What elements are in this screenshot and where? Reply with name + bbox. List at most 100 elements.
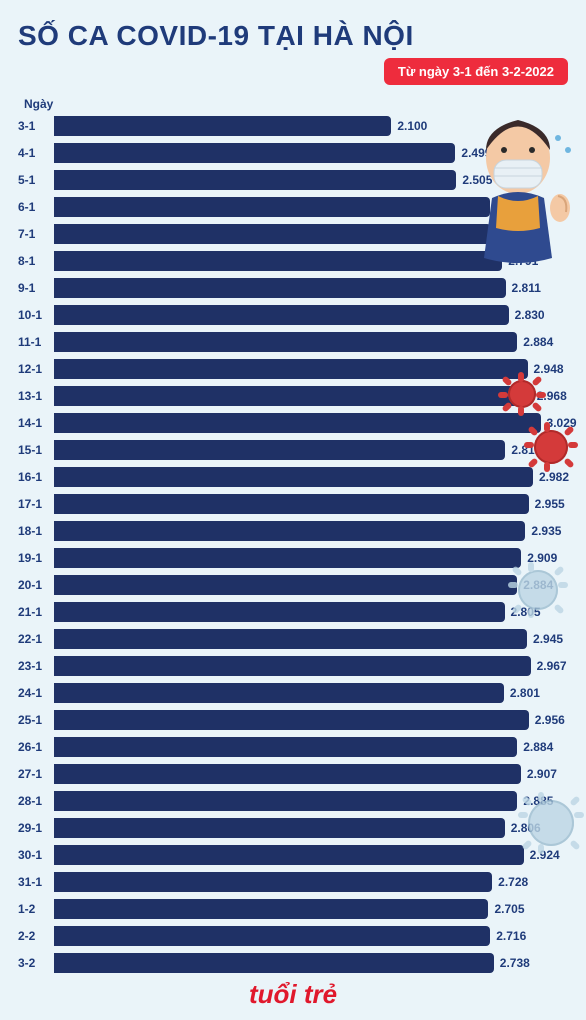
bar-value: 2.716 bbox=[496, 929, 526, 943]
day-label: 14-1 bbox=[18, 416, 54, 430]
day-label: 25-1 bbox=[18, 713, 54, 727]
bar-track: 2.728 bbox=[54, 872, 568, 892]
day-label: 3-2 bbox=[18, 956, 54, 970]
bar bbox=[54, 656, 531, 676]
bar-row: 1-2 2.705 bbox=[18, 898, 568, 920]
bar bbox=[54, 737, 517, 757]
bar-value: 2.935 bbox=[531, 524, 561, 538]
virus-icon bbox=[528, 800, 574, 846]
day-label: 5-1 bbox=[18, 173, 54, 187]
bar-track: 2.830 bbox=[54, 305, 568, 325]
day-label: 20-1 bbox=[18, 578, 54, 592]
bar bbox=[54, 602, 505, 622]
bar bbox=[54, 629, 527, 649]
bar-row: 3-2 2.738 bbox=[18, 952, 568, 974]
day-label: 13-1 bbox=[18, 389, 54, 403]
day-label: 7-1 bbox=[18, 227, 54, 241]
bar-value: 2.884 bbox=[523, 740, 553, 754]
day-label: 22-1 bbox=[18, 632, 54, 646]
bar bbox=[54, 467, 533, 487]
bar-row: 20-12.884 bbox=[18, 574, 568, 596]
bar bbox=[54, 170, 456, 190]
bar bbox=[54, 305, 509, 325]
day-label: 30-1 bbox=[18, 848, 54, 862]
bar bbox=[54, 494, 529, 514]
bar bbox=[54, 872, 492, 892]
bar-track: 2.705 bbox=[54, 899, 568, 919]
bar bbox=[54, 845, 524, 865]
bar bbox=[54, 926, 490, 946]
bar-track: 2.801 bbox=[54, 683, 568, 703]
bar-value: 2.811 bbox=[512, 281, 541, 295]
bar-track: 2.810 bbox=[54, 440, 568, 460]
bar bbox=[54, 575, 517, 595]
bar bbox=[54, 413, 541, 433]
bar-track: 2.884 bbox=[54, 737, 568, 757]
bar-track: 2.716 bbox=[54, 926, 568, 946]
bar-track: 2.935 bbox=[54, 521, 568, 541]
day-label: 10-1 bbox=[18, 308, 54, 322]
bar bbox=[54, 818, 505, 838]
bar bbox=[54, 953, 494, 973]
bar bbox=[54, 197, 490, 217]
virus-icon bbox=[518, 570, 558, 610]
bar-track: 2.738 bbox=[54, 953, 568, 973]
bar-row: 16-12.982 bbox=[18, 466, 568, 488]
day-label: 12-1 bbox=[18, 362, 54, 376]
bar-value: 2.924 bbox=[530, 848, 560, 862]
bar-row: 31-1 2.728 bbox=[18, 871, 568, 893]
day-label: 23-1 bbox=[18, 659, 54, 673]
bar bbox=[54, 386, 531, 406]
virus-icon bbox=[534, 430, 568, 464]
bar-track: 2.967 bbox=[54, 656, 568, 676]
bar-row: 30-1 2.924 bbox=[18, 844, 568, 866]
day-label: 28-1 bbox=[18, 794, 54, 808]
bar bbox=[54, 224, 491, 244]
masked-person-icon bbox=[458, 108, 578, 268]
day-label: 2-2 bbox=[18, 929, 54, 943]
day-label: 4-1 bbox=[18, 146, 54, 160]
day-label: 3-1 bbox=[18, 119, 54, 133]
day-label: 26-1 bbox=[18, 740, 54, 754]
bar-track: 2.955 bbox=[54, 494, 568, 514]
bar-value: 2.945 bbox=[533, 632, 563, 646]
bar-track: 2.884 bbox=[54, 332, 568, 352]
bar-value: 2.705 bbox=[494, 902, 524, 916]
bar-value: 2.907 bbox=[527, 767, 557, 781]
bar-track: 2.968 bbox=[54, 386, 568, 406]
bar-value: 2.967 bbox=[537, 659, 567, 673]
bar-row: 26-1 2.884 bbox=[18, 736, 568, 758]
day-label: 18-1 bbox=[18, 524, 54, 538]
bar-track: 2.806 bbox=[54, 818, 568, 838]
day-label: 31-1 bbox=[18, 875, 54, 889]
day-label: 1-2 bbox=[18, 902, 54, 916]
bar-track: 2.884 bbox=[54, 575, 568, 595]
chart-title: SỐ CA COVID-19 TẠI HÀ NỘI bbox=[18, 20, 568, 52]
bar-row: 24-12.801 bbox=[18, 682, 568, 704]
bar-row: 23-1 2.967 bbox=[18, 655, 568, 677]
bar-track: 2.948 bbox=[54, 359, 568, 379]
day-label: 17-1 bbox=[18, 497, 54, 511]
bar-value: 2.982 bbox=[539, 470, 569, 484]
bar-row: 19-12.909 bbox=[18, 547, 568, 569]
bar-row: 25-12.956 bbox=[18, 709, 568, 731]
bar-track: 2.811 bbox=[54, 278, 568, 298]
bar-track: 2.805 bbox=[54, 602, 568, 622]
bar-value: 2.830 bbox=[515, 308, 545, 322]
bar-value: 2.738 bbox=[500, 956, 530, 970]
bar-row: 27-12.907 bbox=[18, 763, 568, 785]
bar-value: 2.955 bbox=[535, 497, 565, 511]
bar-row: 22-1 2.945 bbox=[18, 628, 568, 650]
bar-value: 2.728 bbox=[498, 875, 528, 889]
day-label: 6-1 bbox=[18, 200, 54, 214]
bar-row: 9-12.811 bbox=[18, 277, 568, 299]
bar bbox=[54, 791, 517, 811]
bar-row: 21-12.805 bbox=[18, 601, 568, 623]
bar-row: 12-12.948 bbox=[18, 358, 568, 380]
bar-track: 2.909 bbox=[54, 548, 568, 568]
virus-icon bbox=[508, 380, 536, 408]
day-label: 15-1 bbox=[18, 443, 54, 457]
bar-row: 13-12.968 bbox=[18, 385, 568, 407]
bar bbox=[54, 548, 521, 568]
bar bbox=[54, 440, 505, 460]
